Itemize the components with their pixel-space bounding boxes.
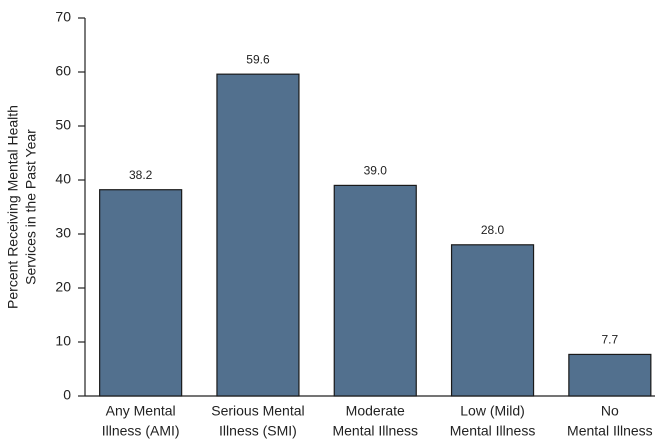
- x-tick-label: Low (Mild): [460, 403, 525, 419]
- x-tick-label: Serious Mental: [211, 403, 304, 419]
- x-tick-label: Illness (AMI): [102, 423, 180, 439]
- x-tick-label: Mental Illness: [450, 423, 536, 439]
- y-axis-title-line: Percent Receiving Mental Health: [5, 105, 21, 309]
- bar: [216, 73, 300, 397]
- y-axis-title-line: Services in the Past Year: [23, 129, 39, 285]
- x-tick-label: Any Mental: [106, 403, 176, 419]
- x-tick-label: Illness (SMI): [219, 423, 297, 439]
- value-label: 38.2: [129, 168, 153, 182]
- y-tick-label: 50: [55, 117, 71, 133]
- y-tick-label: 40: [55, 171, 71, 187]
- y-tick-label: 0: [63, 387, 71, 403]
- bar: [333, 184, 417, 397]
- x-tick-label: No: [601, 403, 619, 419]
- value-label: 59.6: [246, 52, 270, 66]
- y-tick-label: 70: [55, 9, 71, 25]
- y-tick-label: 60: [55, 63, 71, 79]
- value-label: 7.7: [602, 333, 619, 347]
- x-tick-label: Mental Illness: [332, 423, 418, 439]
- value-label: 39.0: [364, 164, 388, 178]
- y-tick-label: 30: [55, 225, 71, 241]
- bar: [450, 244, 535, 397]
- y-tick-label: 20: [55, 279, 71, 295]
- x-tick-label: Moderate: [346, 403, 405, 419]
- bar: [568, 353, 652, 397]
- y-axis-title: Percent Receiving Mental Health Services…: [5, 105, 39, 309]
- x-tick-label: Mental Illness: [567, 423, 653, 439]
- value-label: 28.0: [481, 223, 505, 237]
- y-tick-label: 10: [55, 333, 71, 349]
- bar: [99, 189, 183, 397]
